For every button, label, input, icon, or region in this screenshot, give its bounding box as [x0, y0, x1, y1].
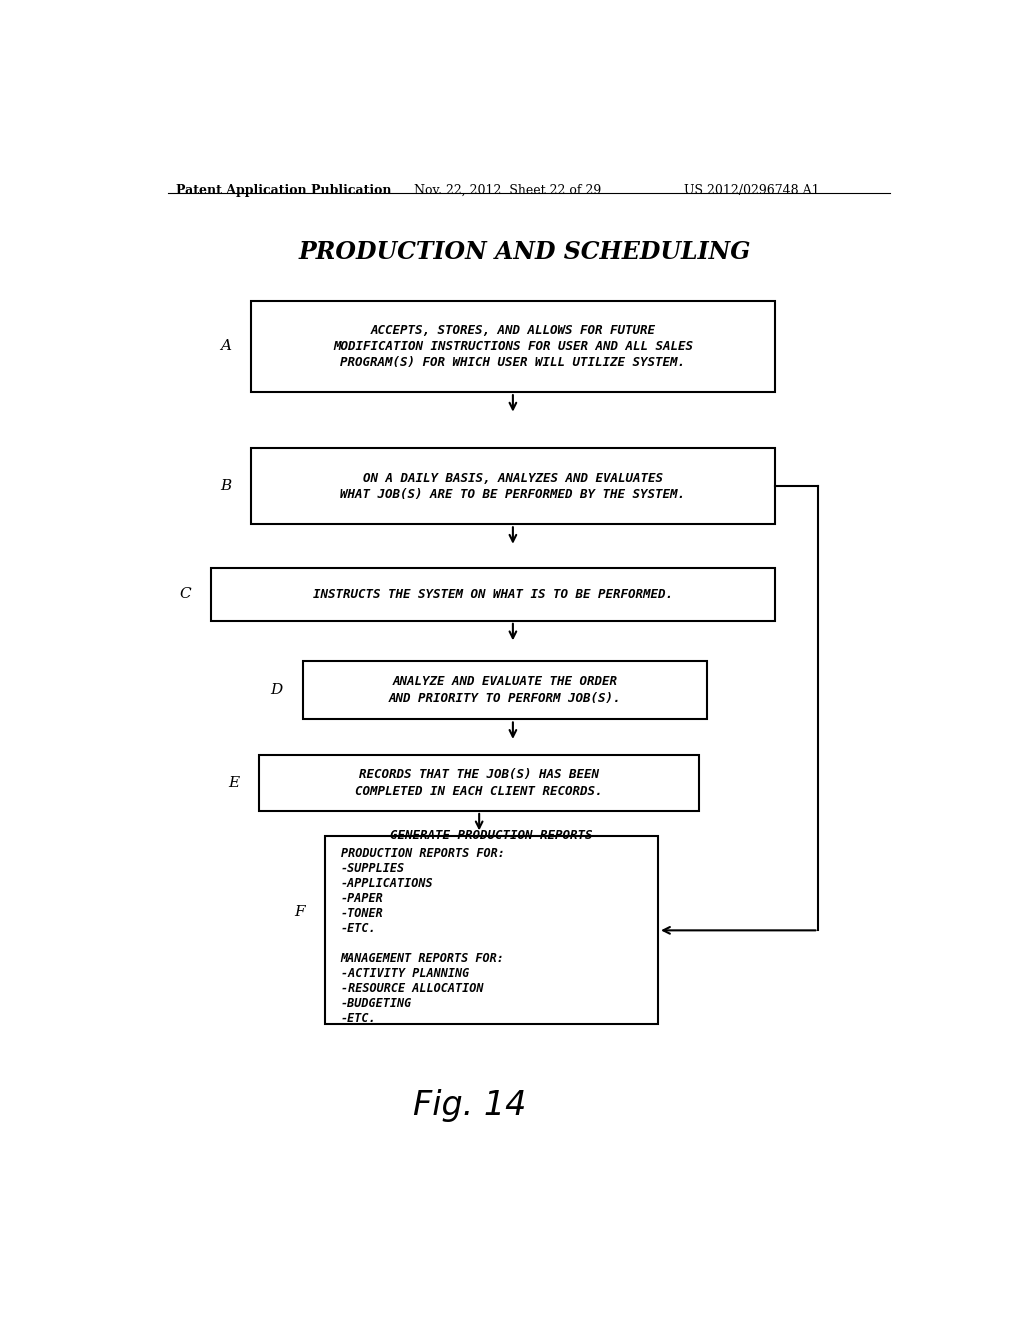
Text: A: A: [220, 339, 231, 354]
Text: PROGRAM(S) FOR WHICH USER WILL UTILIZE SYSTEM.: PROGRAM(S) FOR WHICH USER WILL UTILIZE S…: [340, 356, 685, 370]
Text: GENERATE PRODUCTION REPORTS: GENERATE PRODUCTION REPORTS: [390, 829, 593, 842]
Text: PRODUCTION AND SCHEDULING: PRODUCTION AND SCHEDULING: [299, 240, 751, 264]
Bar: [259, 755, 699, 810]
Text: -BUDGETING: -BUDGETING: [341, 997, 412, 1010]
Bar: [251, 447, 775, 524]
Bar: [251, 301, 775, 392]
Text: COMPLETED IN EACH CLIENT RECORDS.: COMPLETED IN EACH CLIENT RECORDS.: [355, 784, 603, 797]
Text: MANAGEMENT REPORTS FOR:: MANAGEMENT REPORTS FOR:: [341, 952, 505, 965]
Text: MODIFICATION INSTRUCTIONS FOR USER AND ALL SALES: MODIFICATION INSTRUCTIONS FOR USER AND A…: [333, 341, 693, 352]
Text: RECORDS THAT THE JOB(S) HAS BEEN: RECORDS THAT THE JOB(S) HAS BEEN: [359, 768, 599, 781]
Text: E: E: [228, 776, 240, 789]
Text: -ETC.: -ETC.: [341, 921, 376, 935]
Text: ACCEPTS, STORES, AND ALLOWS FOR FUTURE: ACCEPTS, STORES, AND ALLOWS FOR FUTURE: [371, 323, 655, 337]
Text: -APPLICATIONS: -APPLICATIONS: [341, 876, 433, 890]
Text: WHAT JOB(S) ARE TO BE PERFORMED BY THE SYSTEM.: WHAT JOB(S) ARE TO BE PERFORMED BY THE S…: [340, 488, 685, 500]
Text: -TONER: -TONER: [341, 907, 383, 920]
Text: AND PRIORITY TO PERFORM JOB(S).: AND PRIORITY TO PERFORM JOB(S).: [389, 692, 622, 705]
Text: D: D: [270, 682, 283, 697]
Text: -ACTIVITY PLANNING: -ACTIVITY PLANNING: [341, 966, 469, 979]
Text: B: B: [220, 479, 231, 494]
Text: C: C: [180, 587, 191, 602]
Text: -SUPPLIES: -SUPPLIES: [341, 862, 404, 875]
Bar: [325, 837, 658, 1024]
Text: Fig. 14: Fig. 14: [413, 1089, 526, 1122]
Text: US 2012/0296748 A1: US 2012/0296748 A1: [684, 183, 819, 197]
Text: Patent Application Publication: Patent Application Publication: [176, 183, 391, 197]
Bar: [303, 660, 708, 719]
Text: PRODUCTION REPORTS FOR:: PRODUCTION REPORTS FOR:: [341, 846, 505, 859]
Text: F: F: [294, 904, 305, 919]
Text: ON A DAILY BASIS, ANALYZES AND EVALUATES: ON A DAILY BASIS, ANALYZES AND EVALUATES: [362, 471, 663, 484]
Text: -RESOURCE ALLOCATION: -RESOURCE ALLOCATION: [341, 982, 483, 995]
Text: -PAPER: -PAPER: [341, 891, 383, 904]
Text: INSTRUCTS THE SYSTEM ON WHAT IS TO BE PERFORMED.: INSTRUCTS THE SYSTEM ON WHAT IS TO BE PE…: [313, 587, 673, 601]
Text: Nov. 22, 2012  Sheet 22 of 29: Nov. 22, 2012 Sheet 22 of 29: [414, 183, 601, 197]
Bar: [211, 568, 775, 620]
Text: ANALYZE AND EVALUATE THE ORDER: ANALYZE AND EVALUATE THE ORDER: [392, 676, 617, 688]
Text: -ETC.: -ETC.: [341, 1012, 376, 1024]
